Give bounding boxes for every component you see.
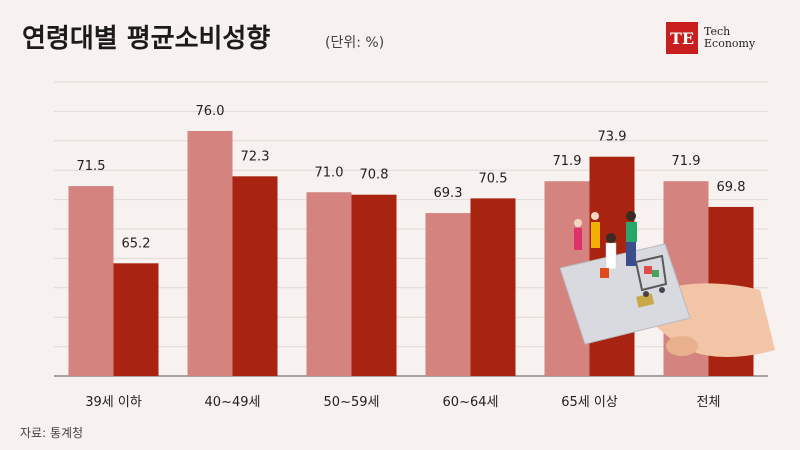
- bar-value-label: 70.5: [479, 171, 508, 186]
- mannequin-head-icon: [574, 219, 582, 227]
- bar-value-label: 71.9: [672, 154, 701, 169]
- cart-wheel-icon: [643, 291, 649, 297]
- source-note: 자료: 통계청: [20, 426, 84, 440]
- bar: [232, 176, 278, 376]
- thumb-icon: [666, 336, 698, 356]
- dress-icon: [591, 222, 600, 248]
- shopping-card-hand-illustration: [559, 211, 775, 357]
- card-chip-icon: [636, 293, 655, 308]
- bar-value-label: 69.8: [717, 180, 746, 195]
- category-label: 전체: [697, 395, 721, 410]
- bar-value-label: 72.3: [241, 149, 270, 164]
- bar-value-label: 69.3: [434, 186, 463, 201]
- shopper-icon: [605, 242, 617, 270]
- bar: [306, 192, 352, 376]
- bar: [425, 213, 471, 376]
- logo-mark: TE: [666, 22, 698, 54]
- cart-item-icon: [652, 270, 659, 277]
- category-label: 60~64세: [443, 395, 499, 410]
- bar: [187, 131, 233, 376]
- tech-economy-logo: TE Tech Economy: [666, 22, 755, 54]
- logo-line-2: Economy: [704, 37, 756, 50]
- bar-value-label: 73.9: [598, 130, 627, 145]
- category-label: 39세 이하: [85, 395, 142, 410]
- bar-value-label: 71.0: [315, 165, 344, 180]
- category-label: 40~49세: [205, 395, 261, 410]
- bar-value-label: 71.9: [553, 154, 582, 169]
- bar: [68, 186, 114, 376]
- grid-lines: [54, 81, 768, 377]
- cart-wheel-icon: [659, 287, 665, 293]
- category-label: 50~59세: [324, 395, 380, 410]
- bar-value-label: 65.2: [122, 236, 151, 251]
- mannequin-head-icon: [591, 212, 599, 220]
- bar: [351, 194, 397, 376]
- shopper-legs-icon: [626, 242, 636, 266]
- logo-line-1: Tech: [704, 25, 731, 38]
- shopper-head-icon: [606, 233, 616, 243]
- dress-icon: [574, 228, 582, 250]
- shopping-bag-icon: [600, 268, 609, 278]
- shopper-icon: [626, 222, 637, 242]
- bar: [470, 198, 516, 376]
- bar-value-label: 71.5: [77, 159, 106, 174]
- chart-title: 연령대별 평균소비성향: [22, 24, 271, 54]
- shopper-head-icon: [626, 211, 636, 221]
- category-labels: 39세 이하 40~49세 50~59세 60~64세 65세 이상 전체: [85, 395, 720, 410]
- cart-item-icon: [644, 266, 652, 274]
- bar-value-label: 76.0: [196, 104, 225, 119]
- bar-value-label: 70.8: [360, 168, 389, 183]
- category-label: 65세 이상: [561, 395, 618, 410]
- value-labels: 71.5 65.2 76.0 72.3 71.0 70.8 69.3 70.5 71.9 73.9…: [77, 104, 746, 251]
- shopping-cart-icon: [634, 254, 668, 292]
- logo-wordmark: Tech Economy: [704, 26, 755, 50]
- bar: [113, 263, 159, 376]
- unit-label: (단위: %): [325, 35, 385, 51]
